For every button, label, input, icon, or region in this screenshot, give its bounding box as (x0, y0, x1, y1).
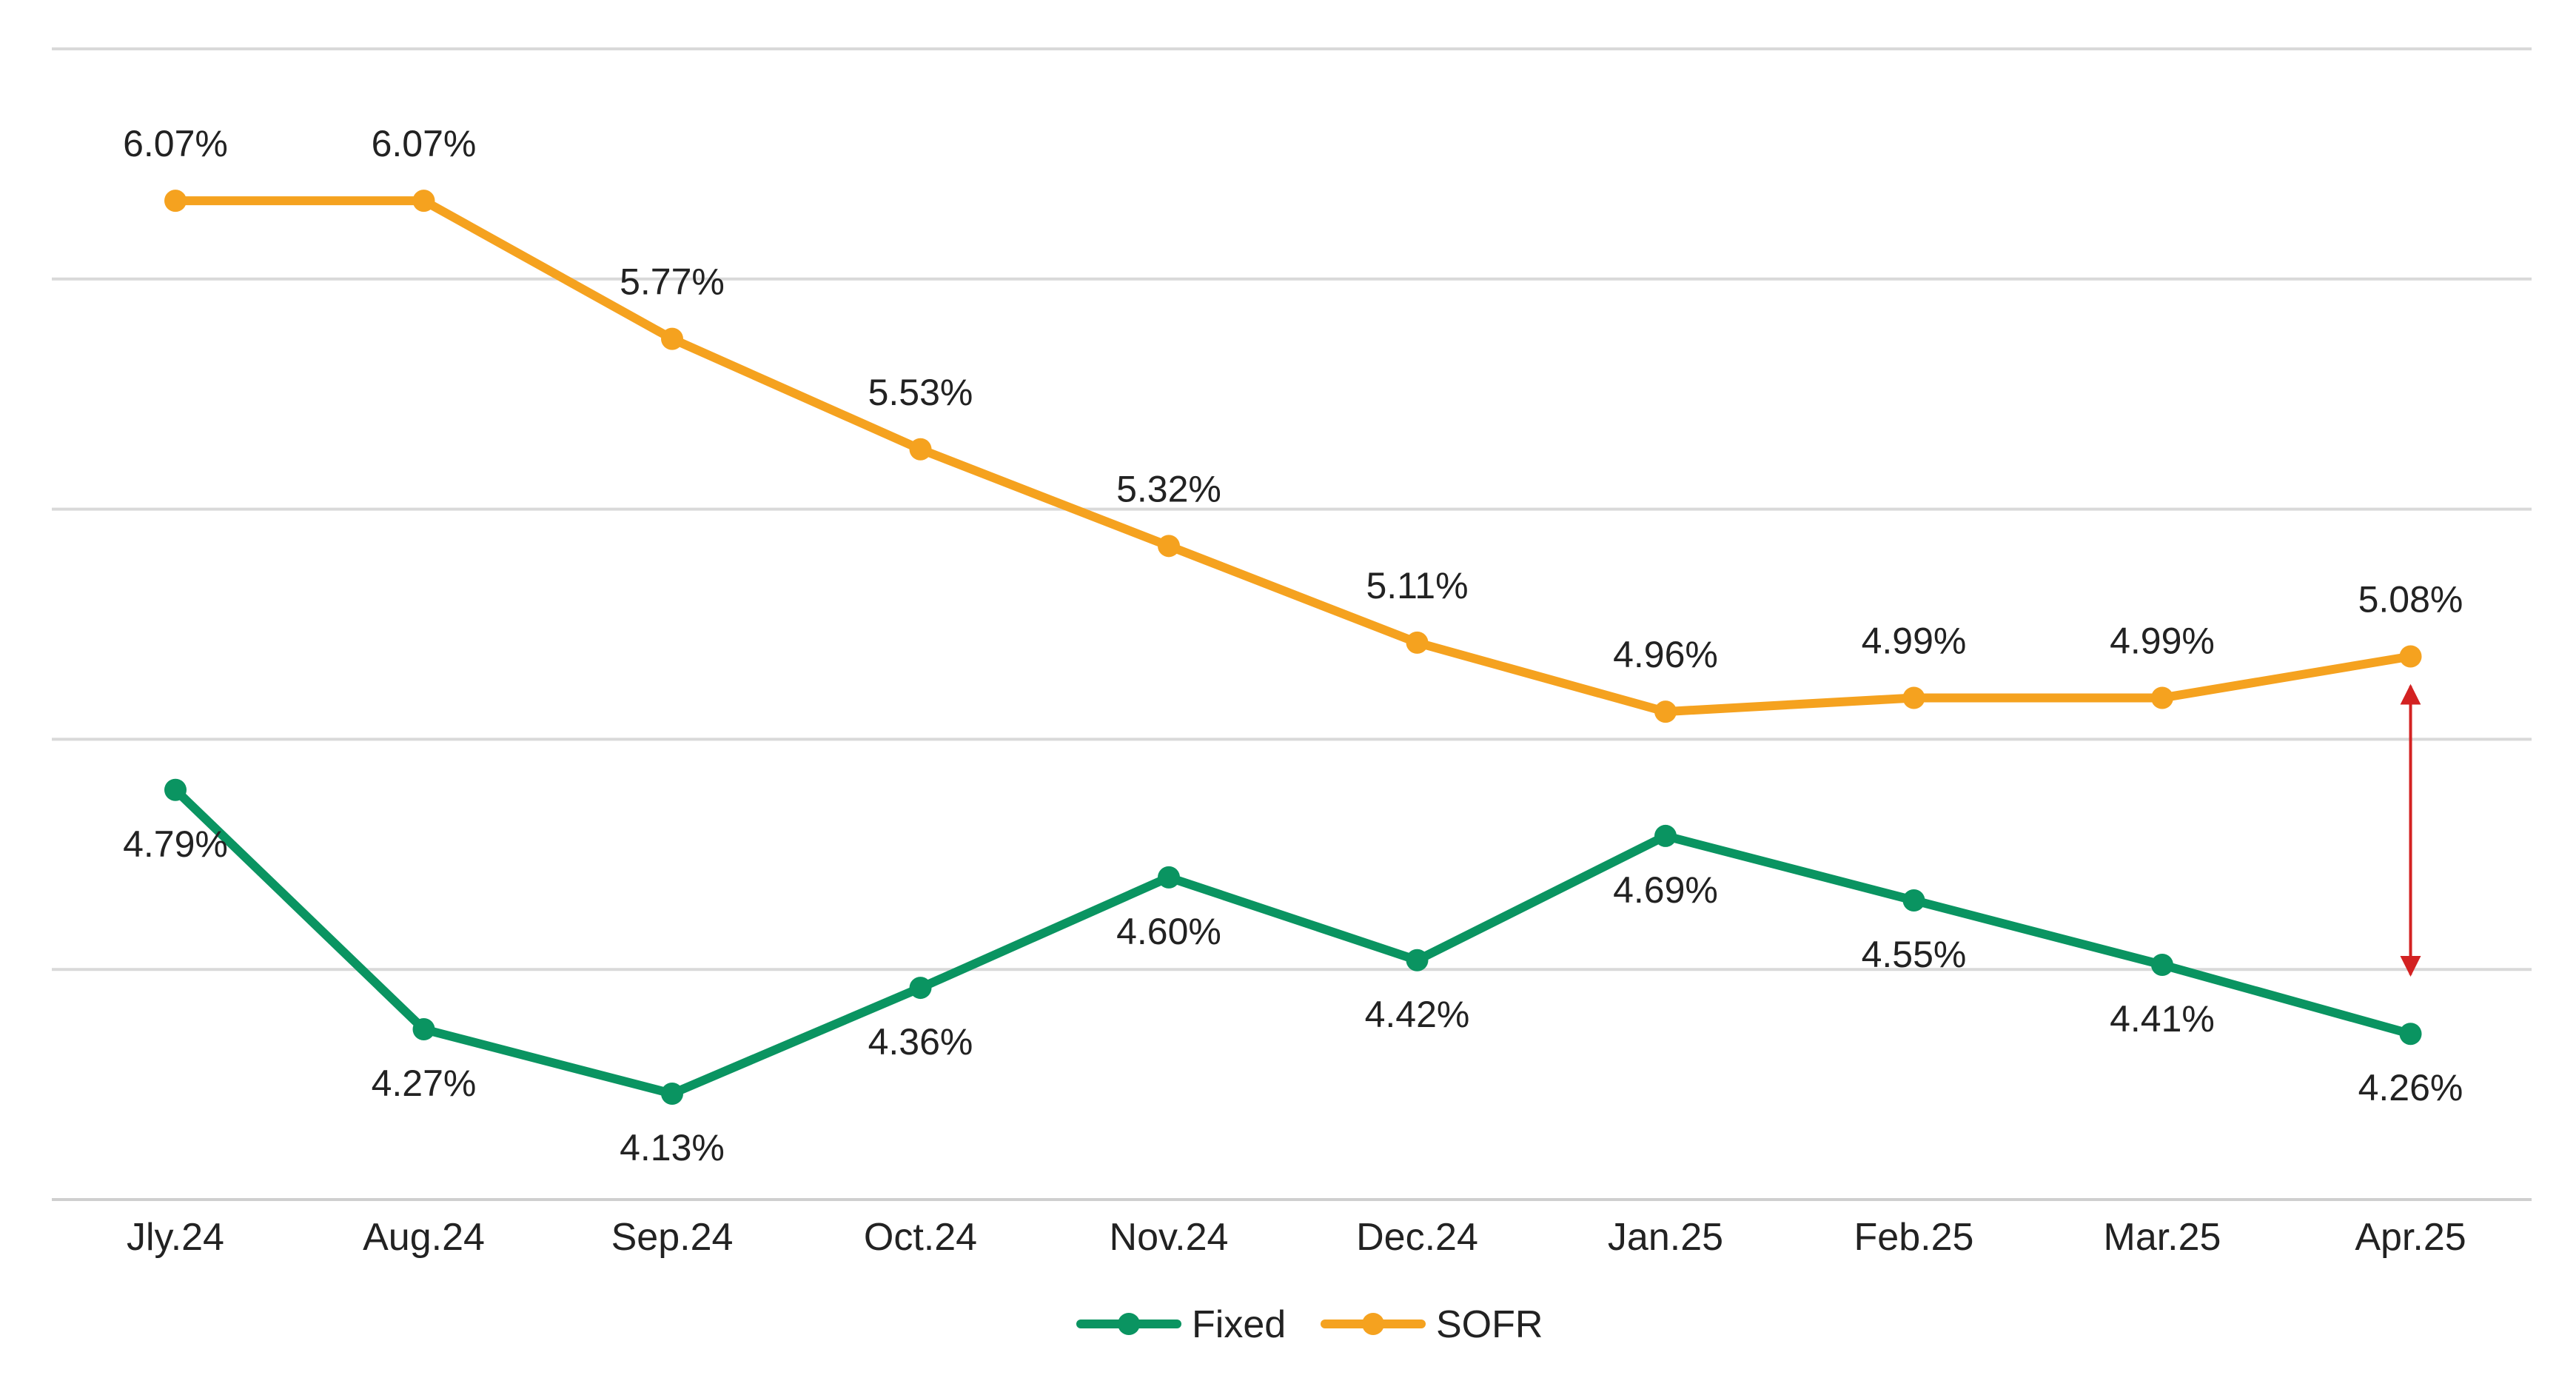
x-tick-label: Feb.25 (1854, 1216, 1974, 1259)
data-point (909, 977, 932, 1000)
data-point (1654, 824, 1677, 847)
data-label: 4.41% (2110, 998, 2215, 1040)
data-label: 4.42% (1365, 994, 1470, 1035)
series-group: 4.79% 4.27% 4.13% 4.36% 4.60% 4.42% 4.69% 4.55%… (123, 123, 2463, 1168)
data-point (661, 327, 683, 350)
data-label: 5.53% (868, 372, 973, 413)
data-label: 4.99% (2110, 620, 2215, 661)
x-axis: Jly.24 Aug.24 Sep.24 Oct.24 Nov.24 Dec.24 Jan.… (127, 1216, 2466, 1259)
data-label: 5.32% (1116, 468, 1221, 509)
data-point (412, 1018, 435, 1041)
x-tick-label: Apr.25 (2355, 1216, 2466, 1259)
data-point (1158, 535, 1180, 558)
data-label: 4.36% (868, 1021, 973, 1063)
data-point (1902, 686, 1925, 709)
data-point (164, 190, 187, 213)
data-point (1902, 889, 1925, 912)
data-label: 5.08% (2358, 579, 2463, 621)
series-fixed: 4.79% 4.27% 4.13% 4.36% 4.60% 4.42% 4.69% 4.55%… (123, 778, 2463, 1168)
x-tick-label: Mar.25 (2104, 1216, 2221, 1259)
data-label: 4.27% (372, 1063, 477, 1104)
series-sofr: 6.07% 6.07% 5.77% 5.53% 5.32% 5.11% 4.96% 4.99%… (123, 123, 2463, 723)
legend-swatch-marker (1118, 1313, 1140, 1335)
data-point (661, 1083, 683, 1106)
x-tick-label: Jan.25 (1608, 1216, 1723, 1259)
legend-label: SOFR (1436, 1303, 1543, 1346)
data-label: 4.13% (620, 1127, 725, 1168)
data-point (412, 190, 435, 213)
data-label: 4.26% (2358, 1067, 2463, 1108)
data-label: 5.77% (620, 261, 725, 303)
data-point (1158, 866, 1180, 889)
data-point (2151, 953, 2173, 976)
legend-item-sofr: SOFR (1321, 1303, 1543, 1346)
x-tick-label: Sep.24 (611, 1216, 734, 1259)
x-tick-label: Aug.24 (363, 1216, 485, 1259)
series-line (171, 785, 2415, 1099)
data-label: 4.96% (1613, 634, 1718, 675)
data-label: 4.55% (1862, 934, 1967, 975)
data-point (1406, 631, 1429, 654)
data-label: 4.79% (123, 823, 228, 865)
data-point (164, 778, 187, 801)
legend-swatch-marker (1362, 1313, 1384, 1335)
data-point (909, 438, 932, 461)
legend-label: Fixed (1192, 1303, 1286, 1346)
x-tick-label: Oct.24 (864, 1216, 977, 1259)
data-point (1406, 949, 1429, 971)
data-point (2151, 686, 2173, 709)
data-label: 6.07% (372, 123, 477, 164)
series-line (171, 196, 2415, 717)
legend-item-fixed: Fixed (1076, 1303, 1286, 1346)
data-label: 4.69% (1613, 869, 1718, 911)
data-label: 5.11% (1366, 565, 1468, 606)
legend: Fixed SOFR (1076, 1303, 1543, 1346)
data-point (2399, 645, 2422, 668)
x-tick-label: Dec.24 (1356, 1216, 1478, 1259)
data-point (2399, 1023, 2422, 1046)
data-point (1654, 700, 1677, 723)
x-tick-label: Jly.24 (127, 1216, 224, 1259)
x-tick-label: Nov.24 (1110, 1216, 1229, 1259)
data-label: 6.07% (123, 123, 228, 164)
data-label: 4.99% (1862, 620, 1967, 661)
data-label: 4.60% (1116, 911, 1221, 952)
gridlines (52, 47, 2532, 1201)
